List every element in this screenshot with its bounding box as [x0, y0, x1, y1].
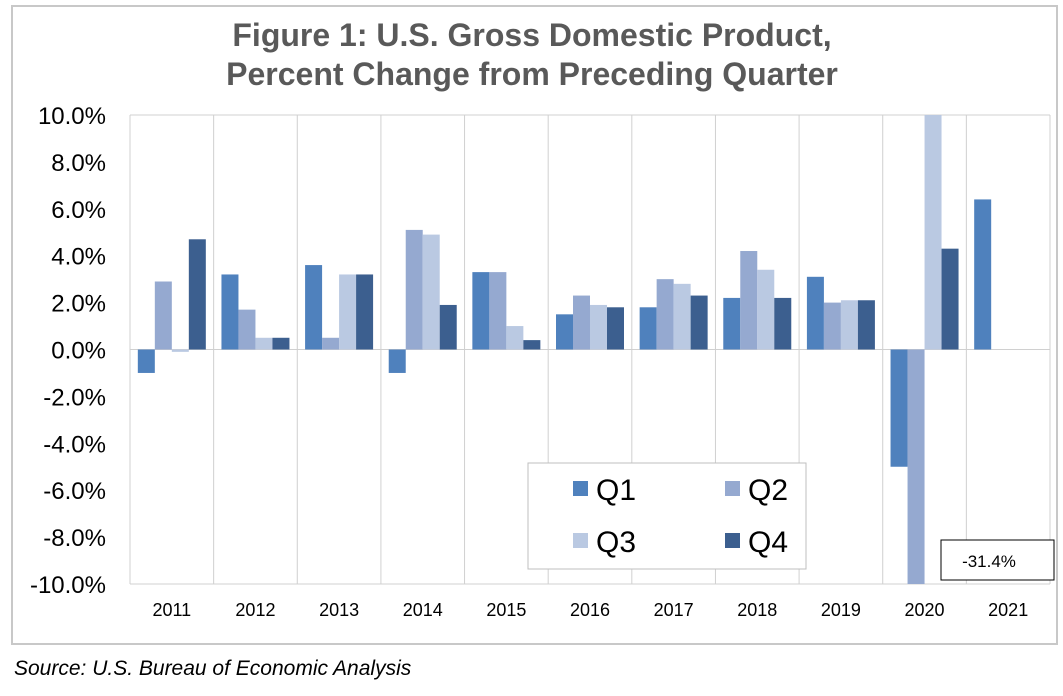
bar-q1-2019 — [806, 276, 824, 350]
bar-q2-2018 — [740, 251, 758, 350]
bar-q1-2016 — [556, 314, 573, 350]
bar-q2-2011 — [154, 281, 172, 350]
bar-q3-2015 — [506, 326, 524, 350]
bar-q3-2013 — [339, 274, 357, 350]
bar-q2-2014 — [405, 229, 423, 350]
legend-swatch-q3 — [573, 533, 588, 548]
bar-q3-2011 — [171, 349, 189, 352]
legend-swatch-q1 — [573, 481, 588, 496]
bar-q3-2014 — [422, 234, 440, 350]
legend-swatch-q2 — [725, 481, 740, 496]
x-tick-label: 2011 — [152, 600, 191, 620]
legend-swatch-q4 — [725, 533, 740, 548]
chart-title-line-2: Percent Change from Preceding Quarter — [226, 56, 838, 92]
bar-q4-2011 — [188, 239, 206, 350]
legend: Q1 Q2 Q3 Q4 — [527, 462, 807, 570]
bar-q4-2020 — [941, 248, 959, 350]
bar-q2-2019 — [823, 302, 841, 350]
chart-title-line-1: Figure 1: U.S. Gross Domestic Product, — [232, 17, 831, 53]
y-tick-label: -2.0% — [43, 384, 106, 411]
x-tick-label: 2012 — [235, 600, 275, 620]
legend-label-q2: Q2 — [748, 474, 788, 507]
annotation-text: -31.4% — [962, 552, 1016, 571]
bar-q3-2018 — [757, 269, 775, 350]
y-tick-label: 8.0% — [51, 150, 106, 177]
y-tick-label: -6.0% — [43, 478, 106, 505]
y-tick-label: -8.0% — [43, 525, 106, 552]
bar-q4-2013 — [356, 274, 374, 350]
bar-q1-2020 — [890, 349, 908, 467]
x-tick-label: 2019 — [821, 600, 861, 620]
bar-q3-2017 — [673, 283, 691, 350]
bar-q1-2018 — [723, 297, 741, 350]
bar-q1-2015 — [472, 272, 490, 350]
x-tick-label: 2017 — [654, 600, 694, 620]
bar-q2-2015 — [489, 272, 507, 350]
legend-box — [527, 462, 807, 570]
bar-q1-2011 — [137, 349, 155, 373]
bar-q3-2020 — [924, 115, 942, 350]
bar-q2-2013 — [322, 337, 340, 350]
bar-q1-2014 — [388, 349, 406, 373]
chart-frame — [11, 5, 1058, 645]
bar-q4-2019 — [857, 300, 875, 350]
bar-q3-2016 — [590, 304, 607, 350]
x-tick-label: 2016 — [570, 600, 610, 620]
bar-q4-2017 — [690, 295, 708, 350]
y-tick-label: -10.0% — [30, 572, 106, 599]
y-tick-label: 2.0% — [51, 291, 106, 318]
bar-q4-2018 — [774, 297, 792, 350]
bar-q1-2013 — [305, 265, 323, 350]
bar-q3-2012 — [255, 337, 273, 350]
source-note: Source: U.S. Bureau of Economic Analysis — [14, 657, 412, 680]
bars — [137, 115, 992, 584]
x-tick-label: 2018 — [737, 600, 777, 620]
x-tick-label: 2014 — [403, 600, 443, 620]
y-tick-label: 6.0% — [51, 197, 106, 224]
bar-q3-2019 — [840, 300, 858, 350]
bar-q4-2014 — [439, 304, 457, 350]
bar-q2-2020 — [907, 349, 925, 584]
bar-q1-2012 — [221, 274, 239, 350]
bar-q1-2021 — [974, 199, 992, 350]
annotation-box: -31.4% — [940, 539, 1055, 581]
y-axis-ticks: 10.0% 8.0% 6.0% 4.0% 2.0% 0.0% -2.0% -4.0% -6.0%… — [30, 103, 106, 599]
bar-q4-2016 — [607, 307, 624, 350]
x-tick-label: 2020 — [905, 600, 945, 620]
legend-label-q4: Q4 — [748, 526, 788, 559]
bar-q2-2017 — [656, 279, 674, 350]
bar-q4-2012 — [272, 337, 290, 350]
bar-q2-2016 — [573, 295, 590, 350]
y-tick-label: 0.0% — [51, 338, 106, 365]
y-tick-label: 4.0% — [51, 244, 106, 271]
y-tick-label: -4.0% — [43, 431, 106, 458]
legend-label-q1: Q1 — [596, 474, 636, 507]
legend-label-q3: Q3 — [596, 526, 636, 559]
bar-q1-2017 — [639, 307, 657, 350]
x-tick-label: 2013 — [319, 600, 359, 620]
y-tick-label: 10.0% — [38, 103, 106, 130]
x-axis-ticks: 2011 2012 2013 2014 2015 2016 2017 2018 2019 2020… — [152, 600, 1028, 620]
x-tick-label: 2015 — [486, 600, 526, 620]
bar-q4-2015 — [523, 340, 541, 350]
bar-q2-2012 — [238, 309, 256, 350]
x-tick-label: 2021 — [988, 600, 1028, 620]
